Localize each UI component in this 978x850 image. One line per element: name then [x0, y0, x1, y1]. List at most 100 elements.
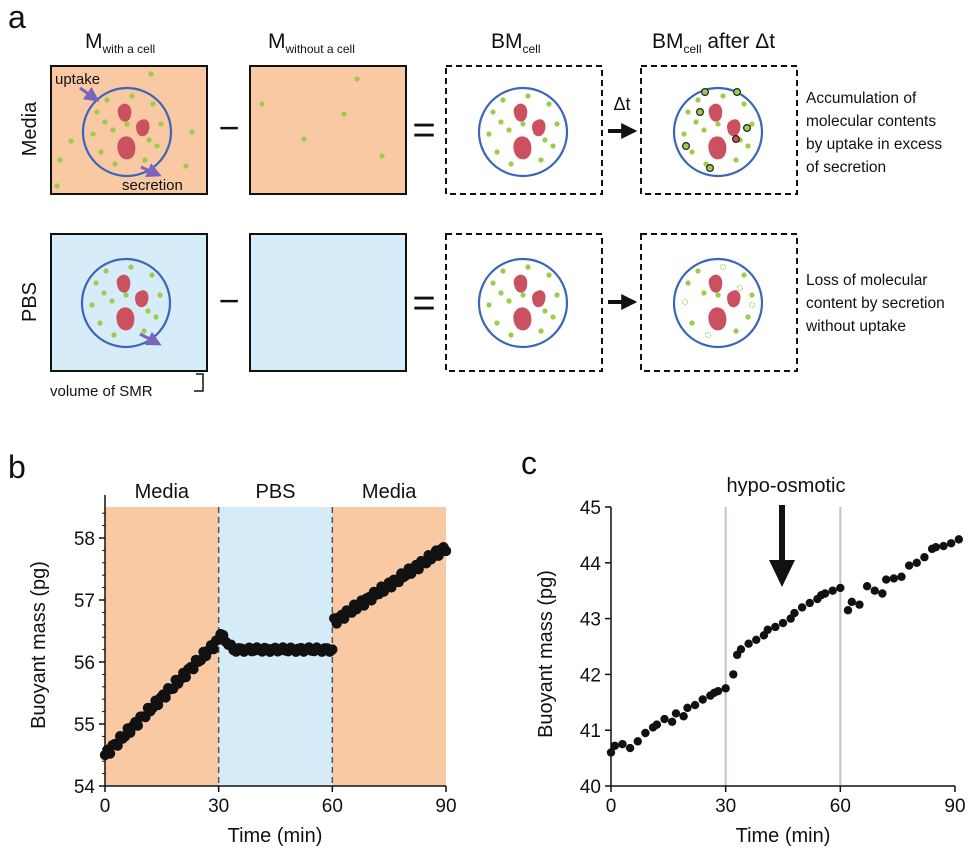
media-bm-after-box	[640, 65, 798, 195]
panel-b-ylabel: Buoyant mass (pg)	[28, 561, 50, 729]
x-tick-label: 90	[435, 796, 456, 817]
data-point	[836, 583, 845, 593]
data-point	[889, 574, 899, 583]
data-point	[878, 589, 887, 598]
pbs-without-cell-box	[249, 233, 407, 372]
data-point	[897, 572, 906, 581]
y-tick-label: 42	[580, 665, 601, 686]
data-point	[606, 748, 616, 757]
data-point	[828, 586, 837, 595]
media-text-line: Accumulation of	[806, 90, 917, 107]
data-point	[790, 608, 799, 618]
y-tick-label: 57	[74, 591, 95, 612]
header-bm-cell: BMcell	[491, 30, 541, 56]
data-point	[633, 737, 642, 746]
data-point	[778, 618, 788, 628]
pbs-secretion-arrow	[139, 331, 162, 346]
equals-operator-pbs: =	[412, 281, 435, 325]
data-point	[920, 553, 929, 562]
minus-operator-media: −	[218, 107, 239, 148]
header-m-with-cell: Mwith a cell	[85, 30, 155, 56]
data-point	[904, 561, 914, 570]
x-tick-label: 0	[100, 796, 111, 817]
media-with-cell-box: uptake secretion	[50, 65, 208, 195]
media-text-line: by uptake in excess	[806, 136, 942, 153]
media-without-cell-box	[249, 65, 407, 195]
y-tick-label: 55	[74, 715, 95, 736]
panel-c-letter: c	[521, 445, 537, 481]
y-tick-label: 45	[580, 498, 601, 519]
volume-bracket	[194, 373, 204, 392]
data-point	[660, 714, 669, 724]
header-bm-cell-after: BMcell after Δt	[652, 30, 775, 56]
uptake-arrow	[79, 86, 100, 102]
data-point	[610, 741, 620, 751]
panel-b-regions	[105, 507, 446, 786]
y-tick-label: 40	[580, 777, 601, 798]
data-point	[954, 535, 964, 544]
panel-b-region-labels: Media PBS Media	[135, 481, 418, 503]
data-point	[721, 684, 730, 693]
data-point	[805, 598, 814, 608]
x-tick-label: 0	[606, 796, 617, 817]
data-point	[847, 597, 856, 607]
panel-c: c 40 41 42 43 44 45 0 30 60 90 hypo-osmotic Time …	[521, 445, 966, 847]
pbs-bm-cell-box	[445, 233, 603, 372]
x-tick-label: 30	[715, 796, 736, 817]
data-point	[797, 603, 807, 612]
region-media	[332, 507, 446, 786]
y-tick-label: 41	[580, 721, 601, 742]
region-label: Media	[362, 481, 417, 503]
panel-c-axes: 40 41 42 43 44 45 0 30 60 90	[580, 498, 966, 817]
media-explanation: Accumulation of molecular contents by up…	[806, 90, 942, 176]
media-text-line: of secretion	[806, 159, 886, 176]
pbs-text-line: content by secretion	[806, 295, 945, 312]
data-point	[327, 644, 338, 655]
pbs-text-line: without uptake	[805, 318, 906, 335]
data-point	[679, 712, 688, 721]
panel-b-points	[99, 542, 452, 761]
pbs-with-cell-box	[50, 233, 208, 372]
y-tick-label: 54	[74, 777, 96, 798]
row-label-pbs: PBS	[19, 282, 41, 322]
y-tick-label: 43	[580, 610, 601, 631]
x-tick-label: 60	[830, 796, 851, 817]
data-point	[667, 717, 677, 727]
data-point	[736, 645, 746, 654]
x-tick-label: 90	[944, 796, 965, 817]
data-point	[671, 709, 681, 718]
data-point	[763, 625, 772, 634]
y-tick-label: 56	[74, 653, 95, 674]
row-label-media: Media	[19, 101, 41, 156]
pbs-explanation: Loss of molecular content by secretion w…	[805, 272, 945, 335]
secretion-label: secretion	[122, 177, 183, 194]
data-point	[729, 670, 738, 679]
data-point	[744, 639, 753, 648]
data-point	[862, 582, 872, 591]
minus-operator-pbs: −	[218, 280, 239, 321]
panel-b: b Media PBS Media 54 55 56 57 58 0 30 60 90 Time (…	[8, 449, 457, 847]
region-label: PBS	[255, 481, 295, 503]
data-point	[160, 692, 171, 703]
data-point	[618, 739, 627, 749]
data-point	[946, 539, 956, 548]
panel-c-points	[606, 535, 964, 757]
data-point	[440, 545, 452, 557]
data-point	[882, 575, 891, 584]
data-point	[870, 586, 879, 595]
data-point	[652, 720, 662, 729]
data-point	[912, 558, 921, 567]
data-point	[625, 743, 635, 753]
hypo-osmotic-label: hypo-osmotic	[727, 475, 846, 497]
panel-c-xlabel: Time (min)	[736, 825, 831, 847]
hypo-osmotic-arrowhead	[769, 560, 795, 587]
data-point	[104, 748, 116, 759]
panel-b-xlabel: Time (min)	[228, 825, 323, 847]
secretion-arrow	[140, 163, 162, 177]
y-tick-label: 44	[580, 554, 602, 575]
panel-b-letter: b	[8, 449, 26, 485]
uptake-label: uptake	[55, 71, 100, 88]
volume-label: volume of SMR	[50, 383, 153, 400]
data-point	[855, 600, 864, 609]
